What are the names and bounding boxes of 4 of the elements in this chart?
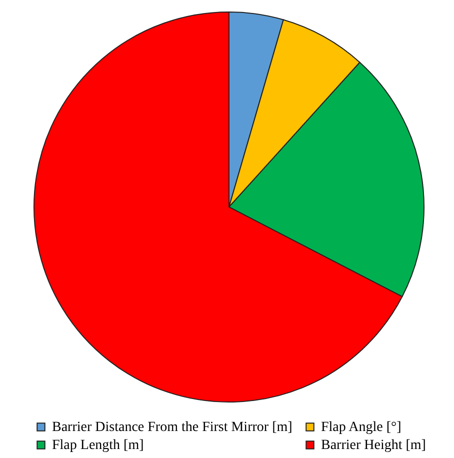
legend-label: Barrier Distance From the First Mirror [m] (52, 420, 292, 435)
legend-label: Flap Length [m] (52, 438, 144, 453)
legend-label: Barrier Height [m] (321, 438, 426, 453)
legend-label: Flap Angle [°] (321, 420, 402, 435)
